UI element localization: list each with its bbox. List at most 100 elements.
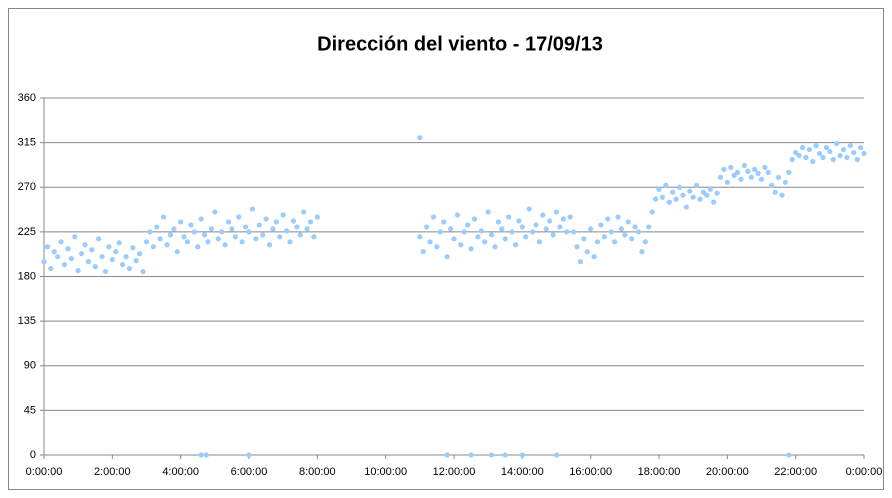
point [738, 176, 744, 182]
point [96, 236, 102, 242]
point [847, 143, 853, 149]
point [465, 222, 471, 228]
point [280, 212, 286, 218]
point [113, 249, 119, 255]
point [198, 452, 204, 458]
point [475, 234, 481, 240]
point [246, 229, 252, 235]
point [731, 172, 737, 178]
point [451, 236, 457, 242]
point [266, 242, 273, 248]
point [222, 242, 228, 248]
point [721, 166, 727, 172]
x-tick-label: 22:00:00 [774, 466, 817, 478]
point [420, 249, 426, 255]
point [468, 246, 474, 252]
point [810, 158, 816, 165]
point [745, 168, 751, 174]
point [700, 189, 707, 195]
point [516, 218, 522, 224]
point [58, 239, 64, 245]
point [290, 218, 297, 224]
point [249, 206, 256, 212]
point [75, 267, 81, 274]
point [509, 229, 515, 235]
point [601, 234, 607, 240]
x-tick-label: 16:00:00 [569, 466, 612, 478]
point [796, 152, 802, 159]
point [680, 192, 686, 198]
point [417, 135, 423, 141]
point [547, 218, 553, 224]
point [553, 209, 560, 215]
point [188, 222, 194, 228]
point [851, 149, 857, 156]
x-tick-label: 12:00:00 [433, 466, 476, 478]
point [256, 222, 262, 228]
point [605, 216, 611, 222]
point [201, 232, 208, 238]
point [89, 247, 95, 253]
point [492, 244, 498, 250]
point [618, 226, 625, 232]
point [478, 228, 484, 234]
point [823, 144, 830, 151]
point [779, 192, 785, 198]
point [444, 254, 450, 260]
point [434, 244, 440, 250]
point [55, 254, 61, 260]
point [454, 212, 461, 218]
point [260, 232, 266, 238]
point [659, 194, 666, 200]
point [588, 226, 594, 232]
point [72, 234, 78, 240]
point [301, 209, 307, 215]
point [461, 229, 467, 235]
point [676, 184, 683, 190]
point [444, 452, 450, 458]
point [772, 189, 778, 195]
point [714, 190, 720, 196]
point [663, 182, 669, 188]
point [827, 148, 833, 155]
point [560, 216, 566, 222]
point [106, 244, 112, 250]
point [178, 219, 184, 225]
point [99, 254, 105, 260]
point [574, 244, 580, 250]
point [78, 251, 85, 257]
point [482, 239, 488, 245]
point [116, 240, 122, 246]
point [793, 149, 799, 156]
point [195, 244, 201, 250]
point [123, 254, 129, 260]
point [625, 219, 631, 225]
point [550, 232, 556, 238]
point [608, 229, 614, 235]
point [782, 179, 789, 185]
y-tick-label: 360 [18, 92, 36, 104]
point [629, 236, 635, 242]
point [208, 226, 215, 232]
point [41, 259, 47, 265]
point [61, 262, 68, 268]
y-tick-label: 270 [18, 181, 36, 193]
point [147, 229, 153, 235]
point [577, 259, 584, 265]
point [687, 188, 693, 194]
point [471, 216, 478, 222]
point [485, 209, 491, 215]
point [219, 229, 225, 235]
point [232, 234, 238, 240]
y-tick-label: 0 [30, 449, 36, 461]
point [540, 212, 546, 218]
point [273, 219, 279, 225]
point [803, 154, 809, 161]
point [758, 176, 765, 182]
point [690, 194, 696, 200]
point [536, 239, 543, 245]
point [277, 234, 283, 240]
point [263, 216, 269, 222]
point [137, 251, 143, 257]
point [591, 254, 597, 260]
